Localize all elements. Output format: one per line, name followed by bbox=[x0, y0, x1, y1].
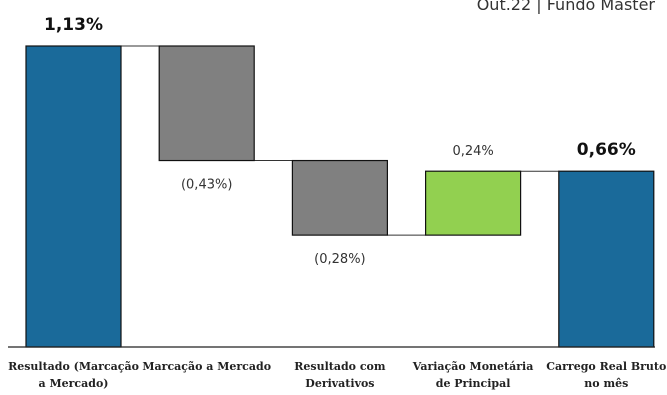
bar-5 bbox=[558, 170, 655, 348]
bar-3 bbox=[291, 159, 388, 236]
category-label-4: Variação Monetária de Principal bbox=[412, 360, 534, 390]
category-labels: Resultado (Marcação a Mercado)Marcação a … bbox=[8, 360, 666, 390]
data-label-4: 0,24% bbox=[452, 144, 493, 159]
bar-2 bbox=[158, 45, 255, 162]
category-label-1: Resultado (Marcação a Mercado) bbox=[8, 360, 139, 390]
category-label-2: Marcação a Mercado bbox=[142, 360, 271, 373]
data-label-1: 1,13% bbox=[44, 15, 103, 35]
category-label-5: Carrego Real Bruto no mês bbox=[546, 360, 666, 390]
category-label-3: Resultado com Derivativos bbox=[294, 360, 386, 390]
data-label-3: (0,28%) bbox=[314, 252, 365, 267]
bar-1 bbox=[25, 45, 122, 348]
data-label-5: 0,66% bbox=[577, 140, 636, 160]
data-labels: 1,13% (0,43%) (0,28%) 0,24% 0,66% bbox=[44, 15, 636, 267]
bars bbox=[25, 45, 655, 348]
bar-4 bbox=[425, 170, 522, 236]
chart-title: Out.22 | Fundo Master bbox=[477, 0, 656, 14]
connector-lines bbox=[121, 45, 559, 236]
data-label-2: (0,43%) bbox=[181, 178, 232, 193]
